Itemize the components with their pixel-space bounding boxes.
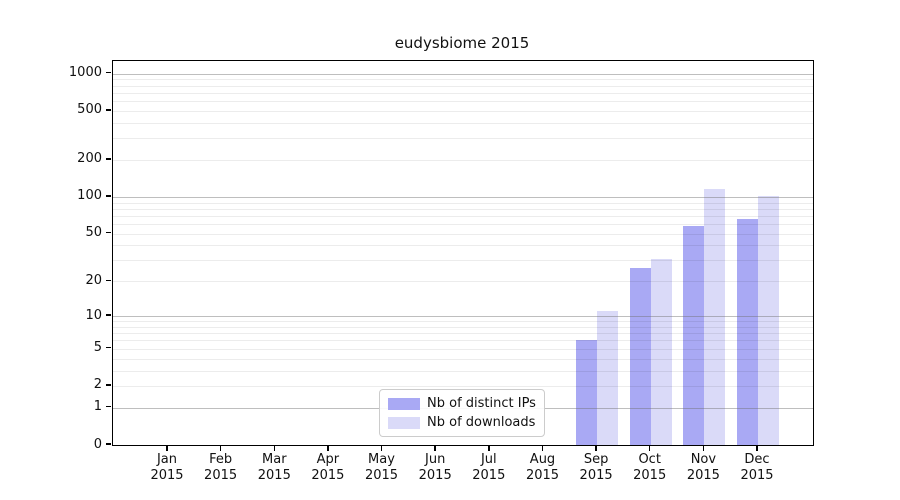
x-tick-label: Mar 2015 [257, 452, 291, 483]
minor-gridline [113, 333, 813, 335]
y-tick-label: 1000 [68, 65, 102, 80]
minor-gridline [113, 233, 813, 235]
x-tick-label: Aug 2015 [525, 452, 560, 483]
minor-gridline [113, 79, 813, 81]
x-tick-mark [595, 445, 597, 451]
y-tick-label: 2 [93, 377, 102, 393]
y-tick-mark [106, 314, 111, 316]
minor-gridline [113, 159, 813, 161]
minor-gridline [113, 122, 813, 124]
bar-downloads [597, 311, 619, 445]
y-tick-label: 500 [77, 102, 102, 118]
minor-gridline [113, 110, 813, 112]
x-tick-mark [756, 445, 758, 451]
minor-gridline [113, 281, 813, 283]
y-tick-label: 100 [77, 188, 102, 204]
minor-gridline [113, 340, 813, 342]
y-tick-label: 5 [93, 340, 102, 356]
x-tick-mark [648, 445, 651, 451]
minor-gridline [113, 101, 813, 102]
x-tick-label: Dec 2015 [740, 452, 774, 483]
y-tick-mark [106, 346, 111, 349]
y-tick-label: 20 [85, 272, 102, 288]
y-tick-label: 10 [85, 307, 102, 323]
x-tick-label: Apr 2015 [311, 452, 345, 483]
x-tick-mark [380, 445, 383, 451]
major-gridline [113, 196, 813, 198]
y-tick-mark [106, 231, 111, 234]
minor-gridline [113, 370, 813, 372]
y-tick-label: 1 [93, 399, 102, 415]
bar-distinct-ips [576, 340, 598, 445]
y-tick-mark [106, 109, 111, 111]
y-tick-label: 50 [85, 225, 102, 241]
minor-gridline [113, 385, 813, 387]
major-gridline [113, 316, 813, 318]
x-tick-label: Feb 2015 [204, 452, 238, 483]
bar-downloads [704, 189, 726, 445]
x-tick-mark [327, 445, 329, 451]
y-tick-mark [106, 384, 111, 386]
y-tick-label: 200 [77, 151, 102, 167]
y-tick-mark [106, 279, 111, 282]
y-tick-mark [106, 71, 111, 74]
legend: Nb of distinct IPs Nb of downloads [379, 389, 545, 437]
minor-gridline [113, 260, 813, 262]
major-gridline [113, 73, 813, 75]
x-tick-label: May 2015 [364, 452, 399, 483]
legend-label-downloads: Nb of downloads [427, 415, 536, 430]
minor-gridline [113, 348, 813, 350]
legend-label-distinct-ips: Nb of distinct IPs [427, 396, 536, 411]
y-tick-mark [106, 405, 111, 408]
minor-gridline [113, 202, 813, 204]
bar-distinct-ips [629, 267, 651, 445]
y-tick-label: 0 [93, 436, 102, 452]
x-tick-label: Sep 2015 [579, 452, 613, 483]
legend-item-downloads: Nb of downloads [388, 415, 536, 430]
x-tick-mark [166, 445, 168, 451]
legend-swatch-distinct-ips [388, 397, 420, 410]
x-tick-mark [219, 445, 222, 451]
x-tick-label: Nov 2015 [686, 452, 720, 483]
x-tick-label: Jan 2015 [150, 452, 184, 483]
minor-gridline [113, 245, 813, 247]
legend-item-distinct-ips: Nb of distinct IPs [388, 396, 536, 411]
minor-gridline [113, 208, 813, 210]
minor-gridline [113, 224, 813, 225]
legend-swatch-downloads [388, 416, 420, 429]
x-tick-label: Jun 2015 [418, 452, 452, 483]
y-tick-mark [106, 195, 111, 197]
x-tick-mark [273, 445, 276, 451]
y-tick-mark [106, 158, 111, 160]
x-tick-mark [541, 445, 544, 451]
chart-title: eudysbiome 2015 [394, 34, 530, 52]
minor-gridline [113, 92, 813, 94]
bar-distinct-ips [683, 225, 705, 445]
x-tick-mark [434, 445, 436, 451]
x-tick-label: Jul 2015 [472, 452, 506, 483]
minor-gridline [113, 321, 813, 323]
minor-gridline [113, 85, 813, 87]
minor-gridline [113, 358, 813, 360]
x-tick-mark [488, 445, 490, 451]
minor-gridline [113, 326, 813, 328]
y-tick-mark [106, 443, 111, 445]
bar-downloads [758, 195, 779, 445]
plot-area [112, 60, 814, 446]
bar-distinct-ips [737, 218, 758, 445]
minor-gridline [113, 138, 813, 140]
bar-downloads [650, 258, 672, 445]
x-tick-label: Oct 2015 [633, 452, 667, 483]
minor-gridline [113, 215, 813, 217]
x-tick-mark [702, 445, 705, 451]
